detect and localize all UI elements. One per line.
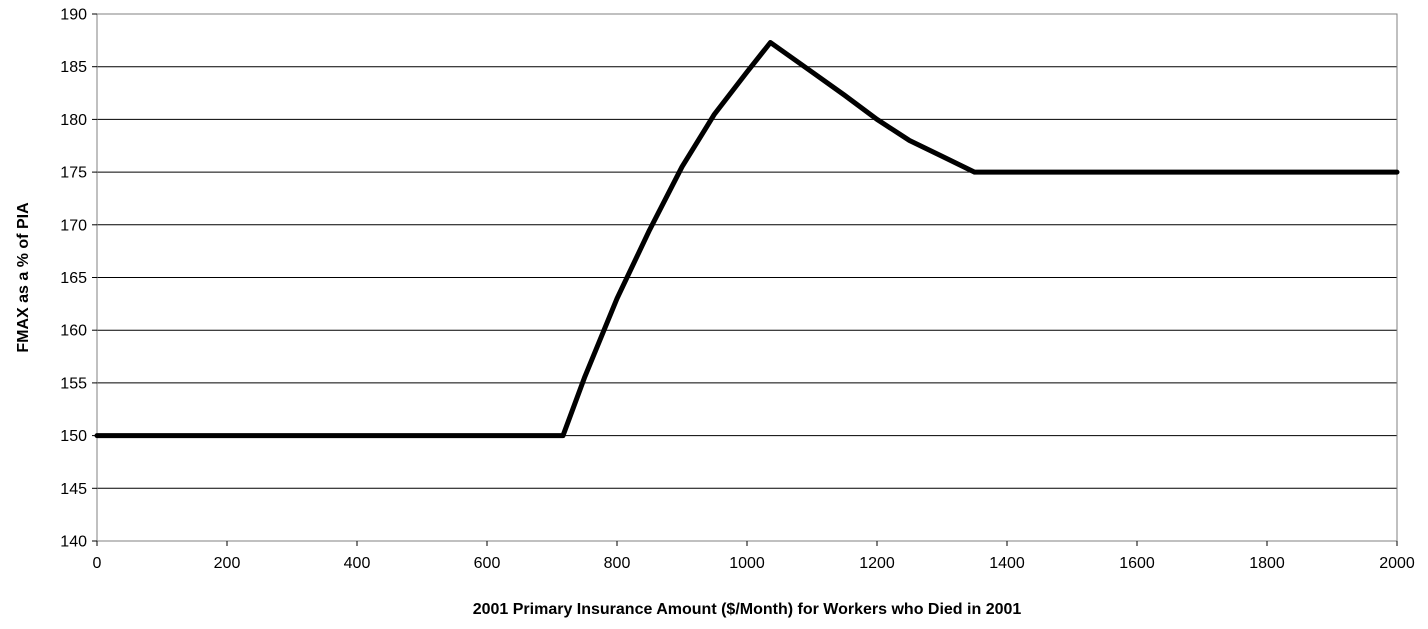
x-tick-label: 1000: [729, 555, 765, 572]
y-tick-label: 140: [60, 534, 87, 551]
y-tick-label: 180: [60, 112, 87, 129]
x-tick-label: 800: [604, 555, 631, 572]
x-tick-label: 2000: [1379, 555, 1415, 572]
y-tick-label: 160: [60, 323, 87, 340]
series-line: [94, 40, 1400, 439]
y-tick-label: 150: [60, 428, 87, 445]
x-tick-label: 200: [214, 555, 241, 572]
x-tick-label: 1800: [1249, 555, 1285, 572]
x-axis-title: 2001 Primary Insurance Amount ($/Month) …: [473, 601, 1022, 618]
x-axis-ticks: 0 200 400 600 800 1000 1200 1400 1600 1800 2000: [93, 541, 1415, 572]
y-tick-label: 170: [60, 217, 87, 234]
x-tick-label: 1400: [989, 555, 1025, 572]
y-tick-label: 165: [60, 270, 87, 287]
y-axis-ticks: 140 145 150 155 160 165 170 175 180 185 190: [60, 7, 97, 551]
y-tick-label: 175: [60, 165, 87, 182]
x-tick-label: 400: [344, 555, 371, 572]
series-layer: [94, 40, 1400, 439]
x-tick-label: 0: [93, 555, 102, 572]
x-tick-label: 1600: [1119, 555, 1155, 572]
y-axis-title: FMAX as a % of PIA: [15, 202, 32, 353]
x-tick-label: 1200: [859, 555, 895, 572]
y-tick-label: 155: [60, 375, 87, 392]
x-tick-label: 600: [474, 555, 501, 572]
grid-lines: [97, 66, 1397, 489]
y-tick-label: 185: [60, 59, 87, 76]
y-tick-label: 145: [60, 481, 87, 498]
y-tick-label: 190: [60, 7, 87, 24]
